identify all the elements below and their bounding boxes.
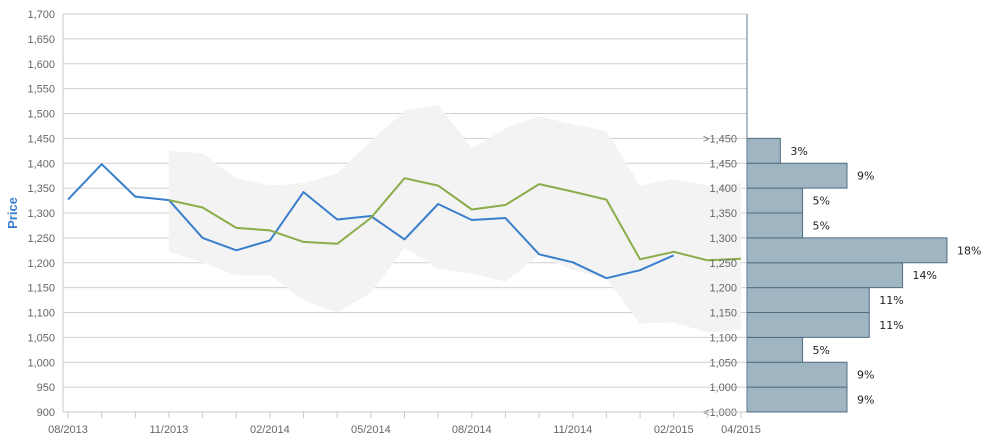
y-tick-label: 1,550 [27, 84, 55, 96]
distribution-bin-label: 1,250 [709, 258, 737, 270]
y-tick-label: 1,650 [27, 34, 55, 46]
distribution-percent-label: 3% [790, 145, 807, 158]
distribution-bar [746, 386, 848, 413]
x-tick-label: 08/2014 [452, 424, 492, 436]
y-tick-label: 950 [37, 382, 55, 394]
x-tick-label: 05/2014 [351, 424, 391, 436]
x-tick-label: 08/2013 [48, 424, 88, 436]
y-tick-label: 1,100 [27, 308, 55, 320]
y-tick-label: 1,400 [27, 158, 55, 170]
series-lines [67, 163, 742, 280]
y-tick-label: 1,050 [27, 332, 55, 344]
distribution-bin-label: 1,050 [709, 357, 737, 369]
x-tick-label: 02/2014 [250, 424, 290, 436]
distribution-bin-label: 1,350 [709, 208, 737, 220]
distribution-percent-label: 11% [879, 294, 903, 307]
distribution-percent-label: 14% [913, 269, 937, 282]
y-tick-label: 1,200 [27, 258, 55, 270]
distribution-bin-label: 1,150 [709, 308, 737, 320]
distribution-bars: 9% <1,000 9% 1,000 5% 1,050 11% 1,100 11% 1,150 14… [703, 133, 981, 419]
distribution-percent-label: 5% [813, 195, 830, 208]
distribution-percent-label: 9% [857, 170, 874, 183]
y-axis-ticks: 900 950 1,000 1,050 1,100 1,150 1,200 1,250 1,30… [27, 9, 55, 419]
distribution-percent-label: 5% [813, 219, 830, 232]
distribution-bin-label: 1,200 [709, 283, 737, 295]
distribution-bar [746, 187, 804, 214]
y-axis-title: Price [5, 197, 20, 229]
y-tick-label: 1,700 [27, 9, 55, 21]
distribution-percent-label: 9% [857, 394, 874, 407]
distribution-bar [746, 137, 781, 164]
x-tick-label: 11/2013 [149, 424, 188, 436]
distribution-bar [746, 287, 870, 313]
distribution-percent-label: 5% [813, 344, 830, 357]
forecast-band [168, 104, 741, 333]
distribution-bar [746, 312, 870, 338]
distribution-bar [746, 212, 804, 239]
x-tick-label: 11/2014 [553, 424, 592, 436]
y-tick-label: 900 [37, 407, 55, 419]
y-tick-label: 1,300 [27, 208, 55, 220]
y-tick-label: 1,150 [27, 283, 55, 295]
y-tick-label: 1,350 [27, 183, 55, 195]
distribution-bar [746, 237, 948, 264]
distribution-bar [746, 336, 804, 363]
distribution-bar [746, 262, 904, 289]
distribution-percent-label: 11% [879, 319, 903, 332]
distribution-bar [746, 361, 848, 388]
distribution-percent-label: 9% [857, 369, 874, 382]
distribution-bin-label: <1,000 [703, 407, 737, 419]
y-tick-label: 1,450 [27, 133, 55, 145]
y-tick-label: 1,600 [27, 59, 55, 71]
series-line-2 [168, 177, 742, 262]
x-tick-label: 04/2015 [721, 424, 761, 436]
y-tick-label: 1,250 [27, 233, 55, 245]
distribution-bin-label: >1,450 [703, 133, 737, 145]
y-tick-label: 1,000 [27, 357, 55, 369]
forecast-band-area [168, 104, 741, 333]
distribution-bin-label: 1,450 [709, 158, 737, 170]
distribution-percent-label: 18% [957, 244, 981, 257]
x-axis-ticks: 08/2013 11/2013 02/2014 05/2014 08/2014 11/20… [48, 412, 761, 436]
distribution-bin-label: 1,400 [709, 183, 737, 195]
distribution-bin-label: 1,100 [709, 332, 737, 344]
distribution-bin-label: 1,000 [709, 382, 737, 394]
distribution-bin-label: 1,300 [709, 233, 737, 245]
distribution-bar [746, 162, 848, 189]
x-tick-label: 02/2015 [654, 424, 694, 436]
y-tick-label: 1,500 [27, 109, 55, 121]
